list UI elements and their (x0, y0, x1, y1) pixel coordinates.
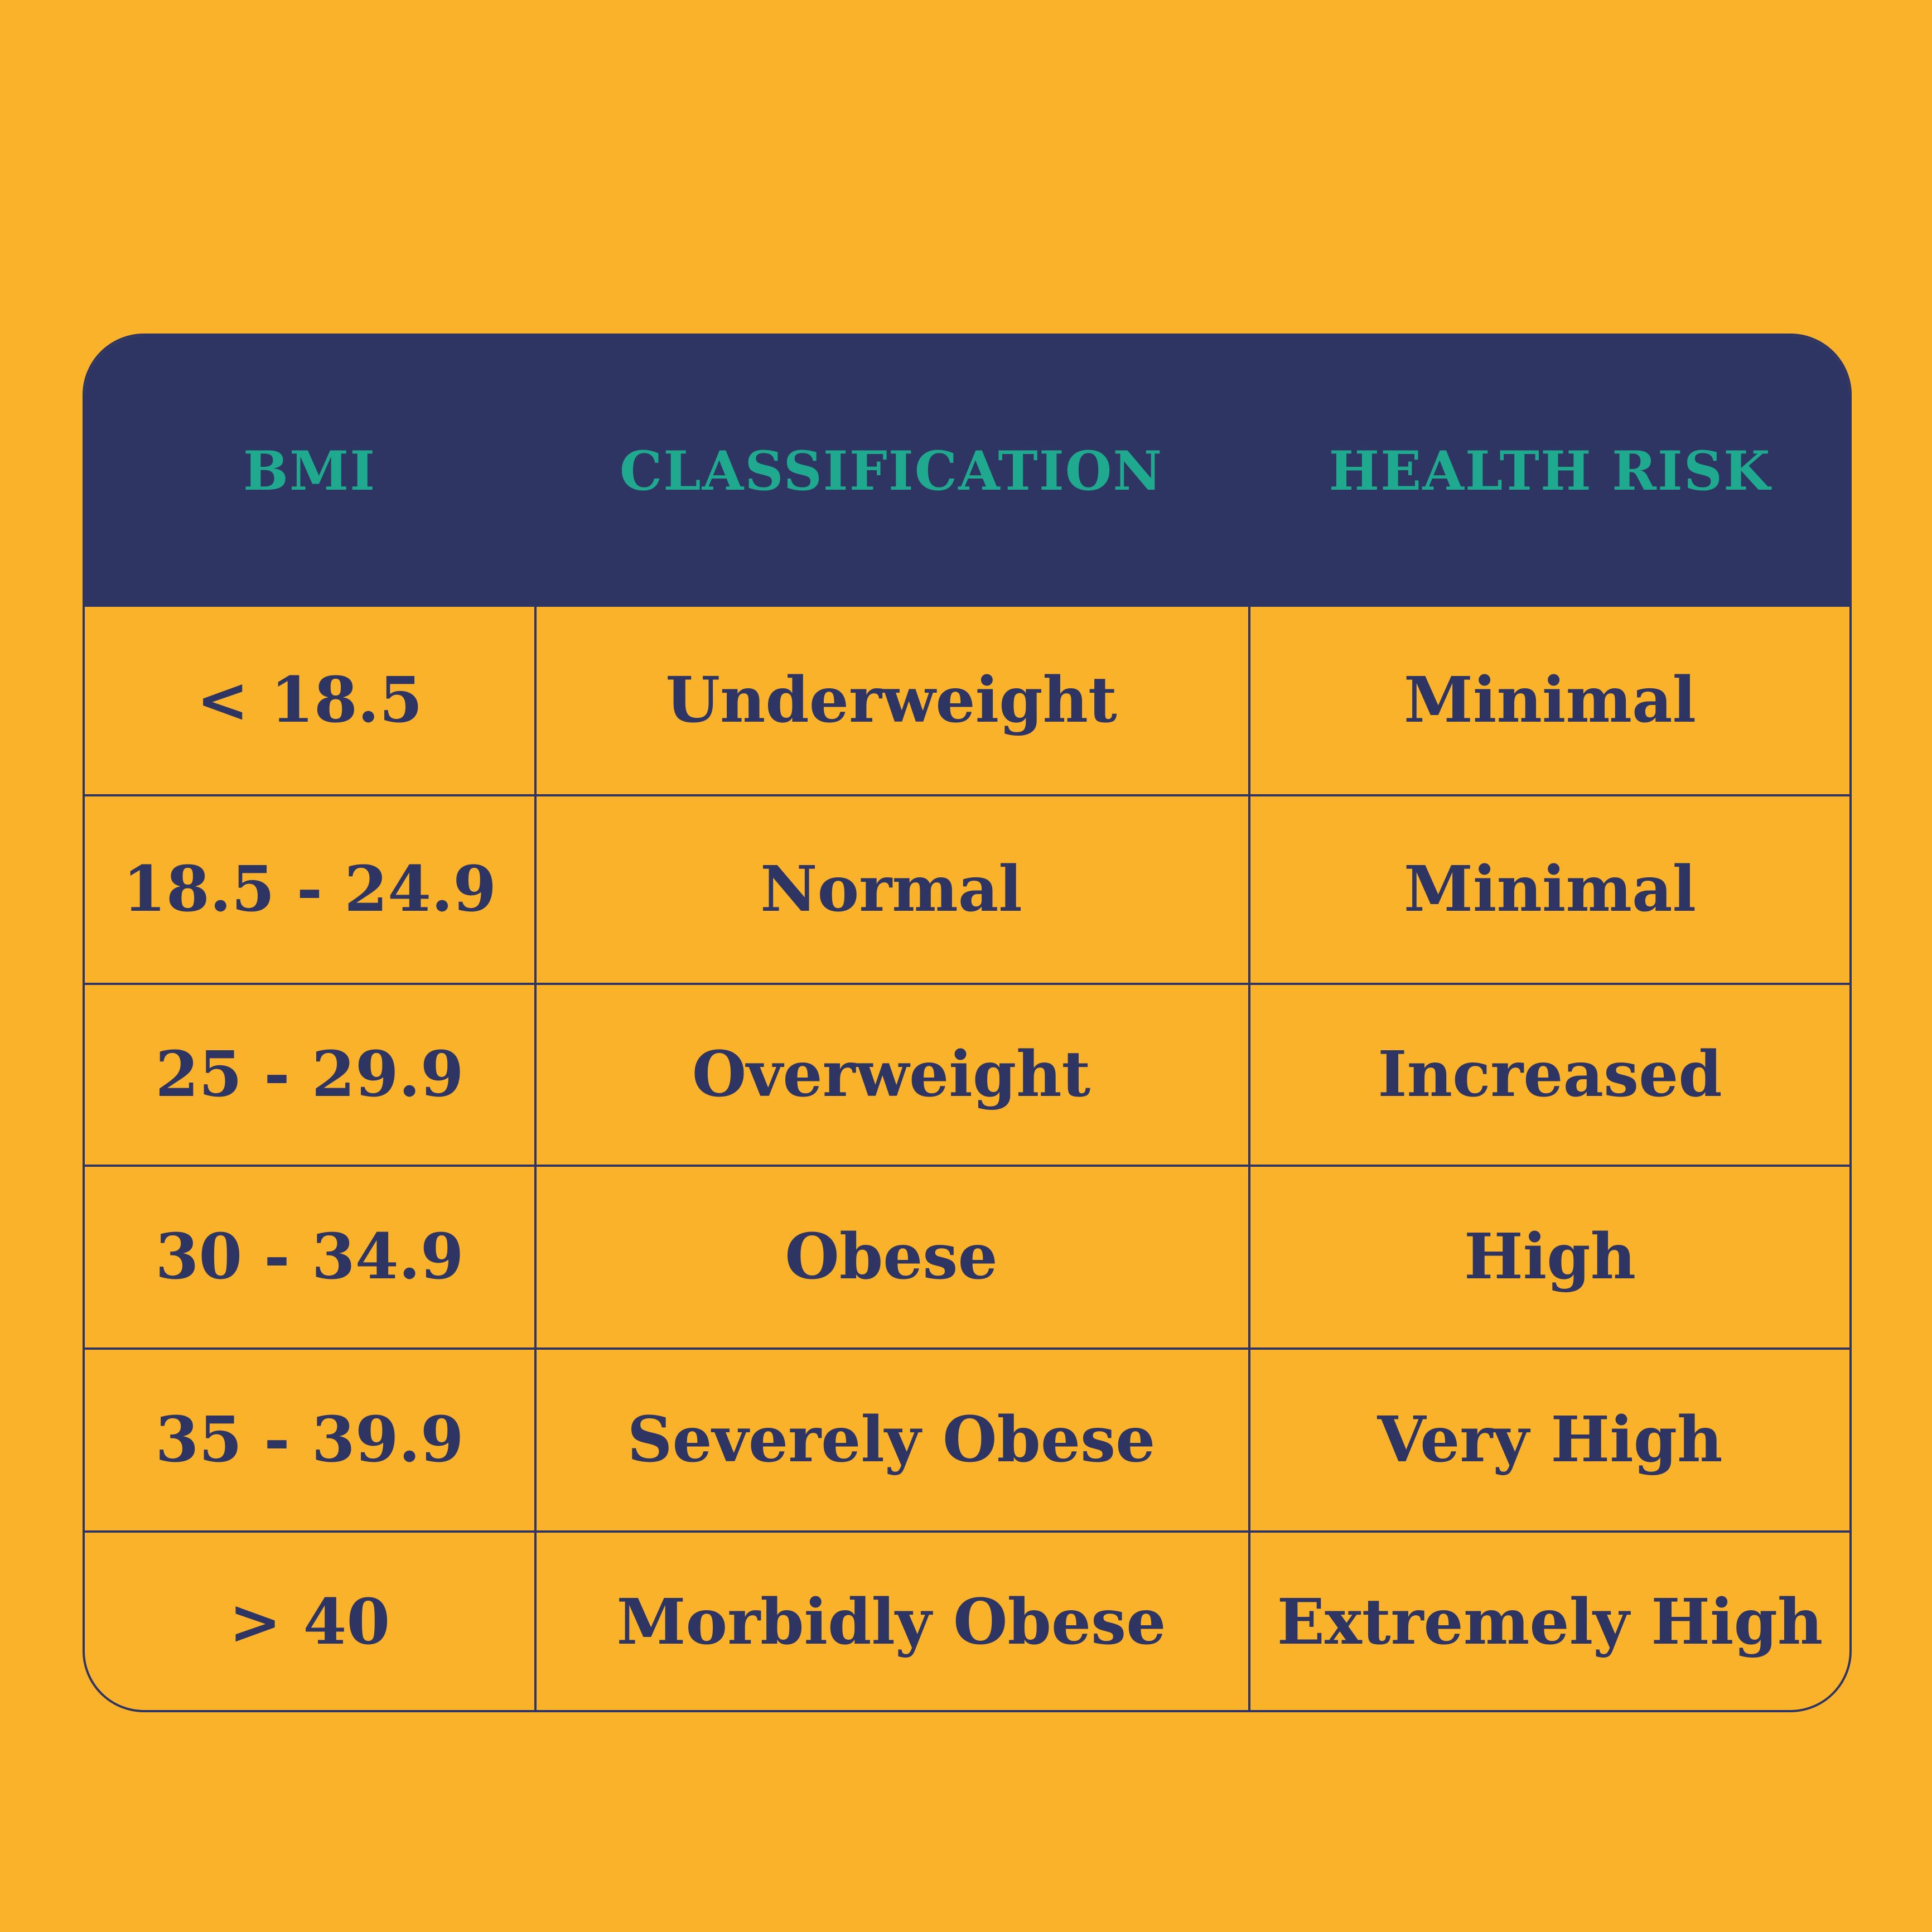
header-health-risk: HEALTH RISK (1329, 439, 1771, 503)
cell-health-risk: Minimal (1403, 853, 1697, 926)
cell-bmi: 18.5 - 24.9 (122, 853, 497, 926)
cell-bmi: < 18.5 (196, 664, 423, 737)
table-row: 18.5 - 24.9 Normal Minimal (85, 794, 1849, 983)
cell-health-risk: Very High (1377, 1403, 1723, 1476)
table-row: 35 - 39.9 Severely Obese Very High (85, 1347, 1849, 1530)
cell-bmi: 25 - 29.9 (155, 1038, 464, 1111)
table-row: 30 - 34.9 Obese High (85, 1165, 1849, 1347)
cell-classification: Normal (760, 853, 1022, 926)
cell-classification: Underweight (665, 664, 1117, 737)
cell-classification: Overweight (692, 1038, 1091, 1111)
cell-health-risk: High (1464, 1220, 1636, 1293)
header-bmi: BMI (243, 439, 376, 503)
column-divider (1248, 607, 1250, 1710)
cell-classification: Obese (785, 1220, 998, 1293)
table-row: > 40 Morbidly Obese Extremely High (85, 1530, 1849, 1710)
cell-classification: Morbidly Obese (616, 1586, 1166, 1659)
column-divider (534, 607, 537, 1710)
table-row: < 18.5 Underweight Minimal (85, 607, 1849, 794)
cell-health-risk: Minimal (1403, 664, 1697, 737)
header-classification: CLASSIFICATION (619, 439, 1163, 503)
table-row: 25 - 29.9 Overweight Increased (85, 983, 1849, 1165)
cell-classification: Severely Obese (627, 1403, 1156, 1476)
bmi-table: BMI CLASSIFICATION HEALTH RISK < 18.5 Un… (83, 334, 1852, 1712)
cell-health-risk: Extremely High (1277, 1586, 1823, 1659)
cell-bmi: 35 - 39.9 (155, 1403, 464, 1476)
cell-bmi: 30 - 34.9 (155, 1220, 464, 1293)
cell-bmi: > 40 (229, 1586, 390, 1659)
table-header-row: BMI CLASSIFICATION HEALTH RISK (85, 336, 1849, 607)
cell-health-risk: Increased (1378, 1038, 1722, 1111)
